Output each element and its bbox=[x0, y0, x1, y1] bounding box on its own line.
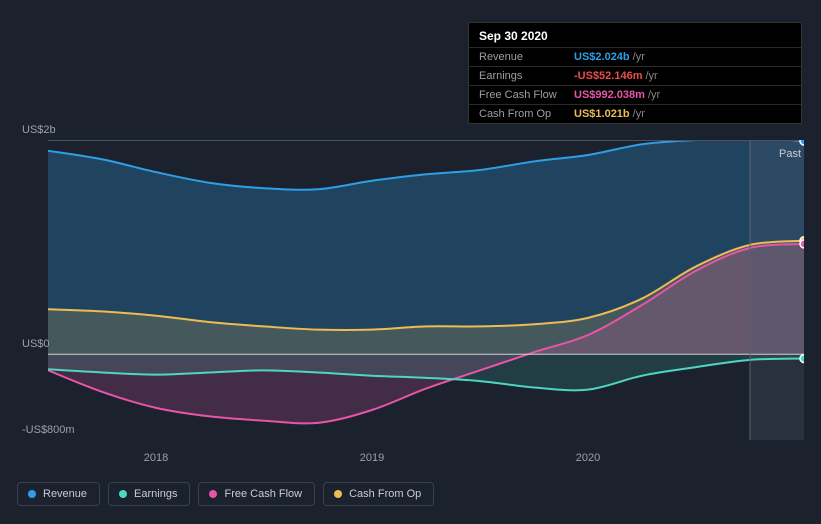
chart-tooltip: Sep 30 2020 RevenueUS$2.024b/yrEarnings-… bbox=[468, 22, 802, 124]
x-tick-label: 2018 bbox=[144, 452, 168, 464]
legend-label: Revenue bbox=[43, 488, 87, 500]
marker-free_cash_flow bbox=[800, 240, 804, 248]
tooltip-metric-value: US$2.024b bbox=[574, 51, 630, 63]
legend: Revenue Earnings Free Cash Flow Cash From O… bbox=[17, 482, 434, 506]
tooltip-metric-unit: /yr bbox=[633, 51, 645, 63]
legend-item-earnings[interactable]: Earnings bbox=[108, 482, 190, 506]
legend-item-free_cash_flow[interactable]: Free Cash Flow bbox=[198, 482, 315, 506]
tooltip-metric-value: -US$52.146m bbox=[574, 70, 643, 82]
legend-dot-icon bbox=[119, 490, 127, 498]
plot-area[interactable] bbox=[48, 140, 804, 440]
tooltip-date: Sep 30 2020 bbox=[469, 23, 801, 47]
tooltip-metric-value: US$992.038m bbox=[574, 89, 645, 101]
future-overlay bbox=[750, 140, 804, 440]
legend-dot-icon bbox=[209, 490, 217, 498]
tooltip-metric-label: Cash From Op bbox=[479, 108, 574, 120]
legend-label: Cash From Op bbox=[349, 488, 421, 500]
tooltip-metric-value: US$1.021b bbox=[574, 108, 630, 120]
tooltip-row: RevenueUS$2.024b/yr bbox=[469, 47, 801, 66]
tooltip-metric-label: Free Cash Flow bbox=[479, 89, 574, 101]
x-tick-label: 2020 bbox=[576, 452, 600, 464]
financials-chart: US$2bUS$0-US$800m 201820192020 Past Sep … bbox=[0, 0, 821, 524]
tooltip-metric-unit: /yr bbox=[646, 70, 658, 82]
tooltip-metric-label: Revenue bbox=[479, 51, 574, 63]
y-tick-label: US$2b bbox=[22, 124, 56, 136]
marker-earnings bbox=[800, 355, 804, 363]
marker-revenue bbox=[800, 140, 804, 145]
x-tick-label: 2019 bbox=[360, 452, 384, 464]
legend-label: Free Cash Flow bbox=[224, 488, 302, 500]
tooltip-metric-unit: /yr bbox=[633, 108, 645, 120]
tooltip-row: Earnings-US$52.146m/yr bbox=[469, 66, 801, 85]
legend-item-cash_from_op[interactable]: Cash From Op bbox=[323, 482, 434, 506]
legend-dot-icon bbox=[28, 490, 36, 498]
y-tick-label: US$0 bbox=[22, 338, 50, 350]
legend-label: Earnings bbox=[134, 488, 177, 500]
legend-item-revenue[interactable]: Revenue bbox=[17, 482, 100, 506]
tooltip-metric-unit: /yr bbox=[648, 89, 660, 101]
legend-dot-icon bbox=[334, 490, 342, 498]
past-label: Past bbox=[779, 148, 801, 160]
tooltip-row: Free Cash FlowUS$992.038m/yr bbox=[469, 85, 801, 104]
tooltip-metric-label: Earnings bbox=[479, 70, 574, 82]
tooltip-row: Cash From OpUS$1.021b/yr bbox=[469, 104, 801, 123]
